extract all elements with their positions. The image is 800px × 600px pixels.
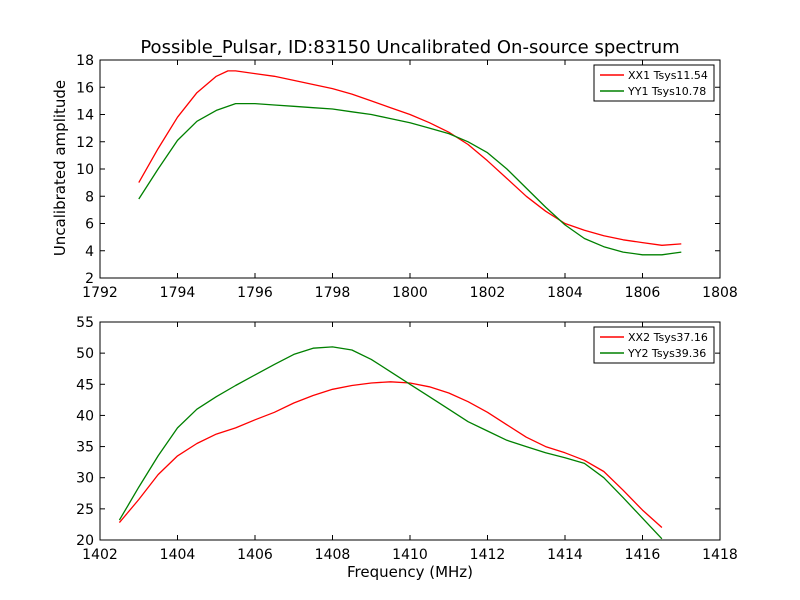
bottom-plot-panel: 1402 1404 1406 1408 1410 1412 1414 1416 1418 20 25… [76,315,738,563]
bottom-y-tick-label: 55 [76,315,94,331]
bottom-y-tick-label: 30 [76,471,94,487]
bottom-x-tick-label: 1418 [702,547,738,563]
bottom-x-tick-label: 1406 [237,547,273,563]
bottom-x-axis-label: Frequency (MHz) [347,563,473,581]
bottom-x-tick-label: 1412 [470,547,506,563]
top-x-tick-label: 1794 [160,285,196,301]
bottom-x-tick-label: 1410 [392,547,428,563]
bottom-y-tick-label: 25 [76,502,94,518]
bottom-y-tick-label: 35 [76,440,94,456]
bottom-x-tick-label: 1408 [315,547,351,563]
top-series-line-2 [138,102,682,256]
top-y-tick-label: 4 [85,244,94,260]
bottom-series-line-1 [118,381,663,528]
top-y-axis-label: Uncalibrated amplitude [51,80,69,256]
top-x-tick-label: 1792 [82,285,118,301]
bottom-legend-box [593,326,715,364]
bottom-series-line-2 [118,346,663,540]
bottom-x-tick-label: 1416 [625,547,661,563]
top-y-tick-label: 8 [85,189,94,205]
top-x-tick-label: 1802 [470,285,506,301]
top-plot-panel: 1792 1794 1796 1798 1800 1802 1804 1806 1808 2 4 6 8… [76,53,738,301]
top-y-tick-label: 16 [76,80,94,96]
top-y-tick-label: 18 [76,53,94,69]
top-x-tick-label: 1800 [392,285,428,301]
bottom-x-tick-label: 1414 [547,547,583,563]
top-y-tick-label: 12 [76,135,94,151]
top-x-tick-label: 1798 [315,285,351,301]
bottom-y-tick-label: 45 [76,377,94,393]
top-x-tick-label: 1796 [237,285,273,301]
top-legend-label-2: YY1 Tsys10.78 [627,85,706,98]
bottom-legend-label-1: XX2 Tsys37.16 [628,331,708,344]
bottom-y-tick-label: 40 [76,408,94,424]
top-legend-label-1: XX1 Tsys11.54 [628,69,708,82]
bottom-y-tick-label: 20 [76,533,94,549]
top-x-tick-label: 1806 [625,285,661,301]
bottom-legend-label-2: YY2 Tsys39.36 [627,347,706,360]
top-x-tick-label: 1804 [547,285,583,301]
bottom-x-tick-label: 1404 [160,547,196,563]
top-x-tick-label: 1808 [702,285,738,301]
bottom-x-tick-label: 1402 [82,547,118,563]
top-y-tick-label: 10 [76,162,94,178]
top-legend-box [593,64,715,102]
top-series-line-1 [138,70,682,246]
top-y-tick-label: 6 [85,217,94,233]
top-y-tick-label: 14 [76,108,94,124]
bottom-y-tick-label: 50 [76,346,94,362]
top-y-tick-label: 2 [85,271,94,287]
chart-title: Possible_Pulsar, ID:83150 Uncalibrated O… [140,37,679,58]
